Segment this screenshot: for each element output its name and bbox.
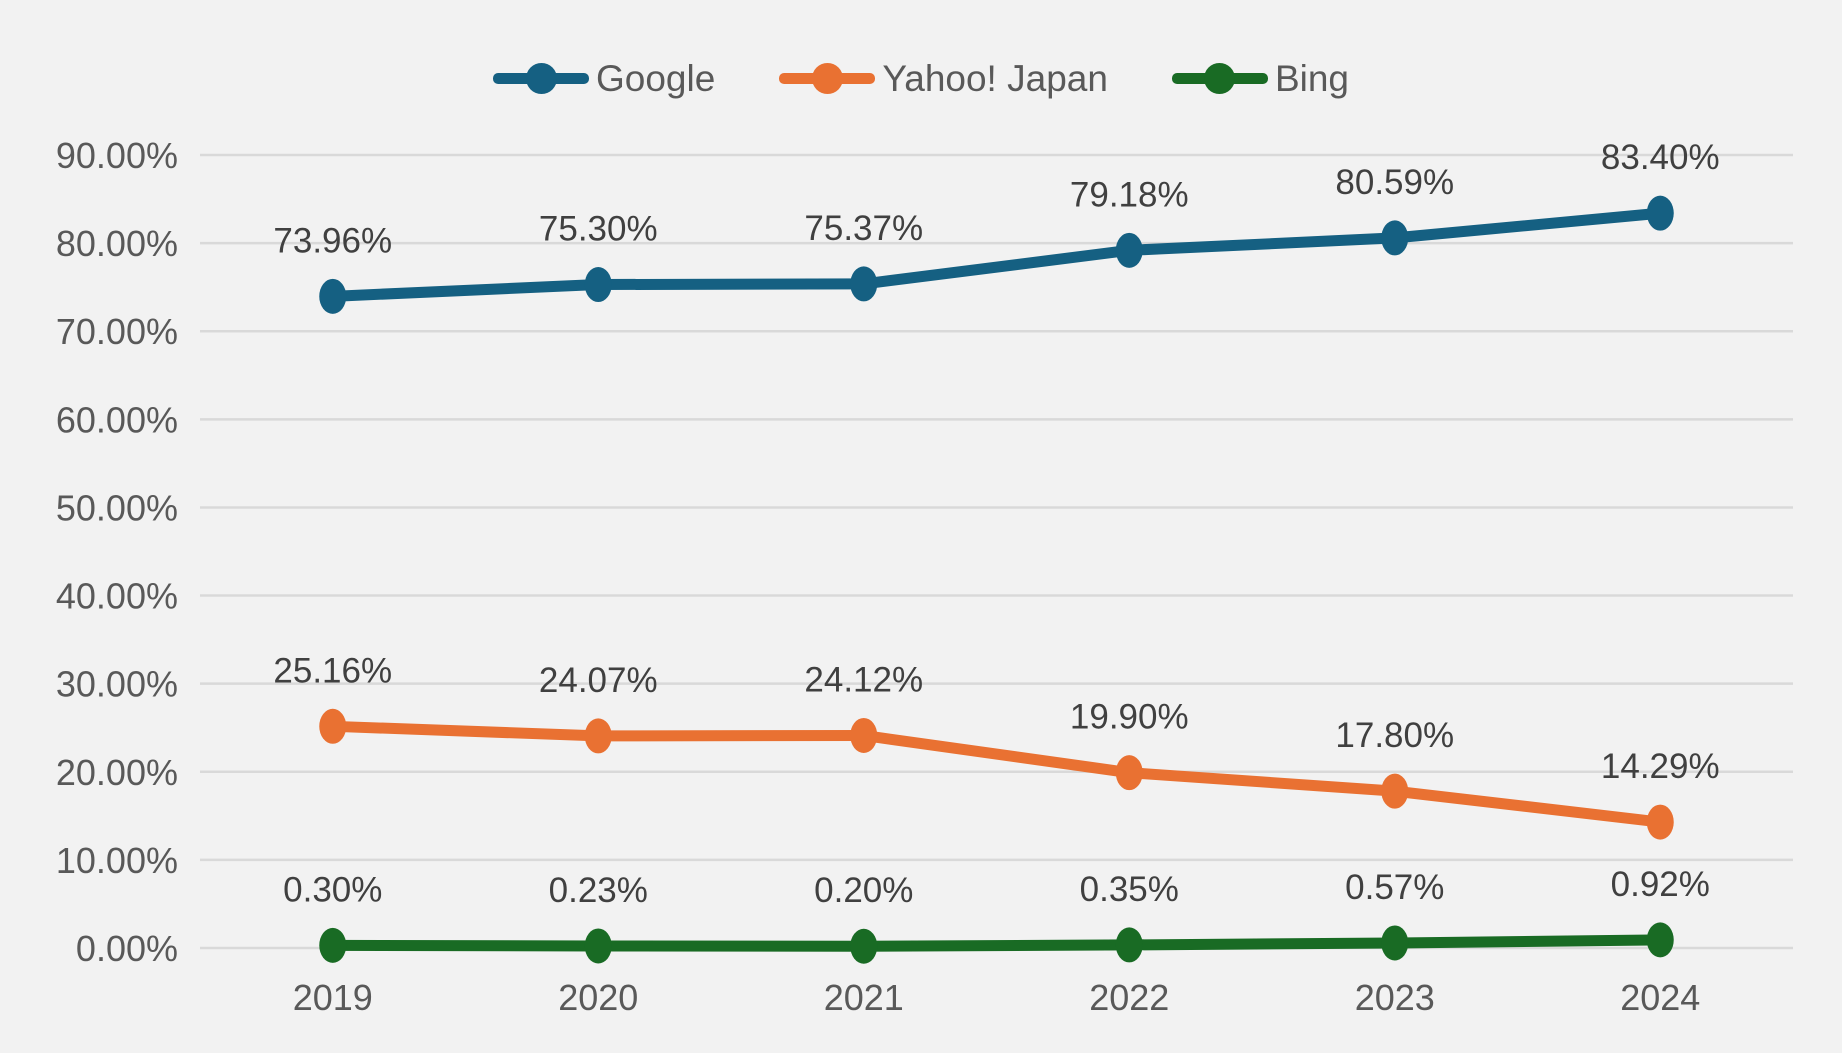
data-label-bing: 0.92% <box>1611 865 1710 904</box>
legend-item-google: Google <box>493 60 715 97</box>
data-point-marker-google <box>1646 195 1674 231</box>
data-point-marker-bing <box>584 928 612 964</box>
data-label-yahoo-japan: 19.90% <box>1070 698 1189 737</box>
x-axis-tick-label: 2020 <box>558 977 638 1018</box>
data-point-marker-yahoo-japan <box>1115 755 1143 791</box>
series-line-google <box>327 207 1666 302</box>
data-label-google: 80.59% <box>1335 163 1454 202</box>
legend-item-bing: Bing <box>1171 57 1349 99</box>
series-line-yahoo-japan <box>327 720 1666 828</box>
data-point-marker-google <box>319 278 347 314</box>
y-axis-tick-label: 50.00% <box>56 487 178 528</box>
data-point-marker-google <box>584 267 612 303</box>
data-point-marker-yahoo-japan <box>584 718 612 754</box>
data-point-marker-yahoo-japan <box>319 708 347 744</box>
x-axis-tick-label: 2019 <box>293 977 373 1018</box>
data-label-google: 75.30% <box>539 210 658 249</box>
data-point-marker-google <box>1381 220 1409 256</box>
chart-legend: Google Yahoo! Japan Bing <box>0 54 1842 102</box>
data-point-marker-bing <box>1115 927 1143 963</box>
data-label-google: 79.18% <box>1070 175 1189 214</box>
data-point-marker-bing <box>1381 925 1409 961</box>
y-axis-tick-label: 60.00% <box>56 399 178 440</box>
y-axis-tick-label: 10.00% <box>56 840 178 881</box>
data-point-marker-bing <box>850 928 878 964</box>
legend-label-yahoo-japan: Yahoo! Japan <box>882 57 1108 99</box>
data-point-marker-google <box>1115 232 1143 268</box>
x-axis-tick-label: 2023 <box>1355 977 1435 1018</box>
data-label-bing: 0.30% <box>283 870 382 909</box>
legend-label-bing: Bing <box>1274 57 1349 99</box>
y-axis-tick-label: 90.00% <box>56 135 178 176</box>
data-label-google: 83.40% <box>1601 138 1720 177</box>
y-axis-tick-label: 30.00% <box>56 664 178 705</box>
data-point-marker-yahoo-japan <box>850 717 878 753</box>
legend-label-google: Google <box>596 57 716 99</box>
bing-series-marker-icon <box>1171 62 1268 94</box>
data-label-yahoo-japan: 14.29% <box>1601 747 1720 786</box>
yahoo-japan-series-dot-icon <box>811 62 843 94</box>
data-label-google: 75.37% <box>804 209 923 248</box>
data-point-marker-bing <box>319 927 347 963</box>
x-axis-tick-label: 2022 <box>1089 977 1169 1018</box>
y-axis-tick-label: 0.00% <box>76 928 178 969</box>
yahoo-japan-series-marker-icon <box>779 62 876 94</box>
y-axis-tick-label: 20.00% <box>56 752 178 793</box>
google-series-dot-icon <box>525 62 557 94</box>
bing-series-dot-icon <box>1204 62 1236 94</box>
google-series-marker-icon <box>493 62 589 94</box>
data-point-marker-yahoo-japan <box>1381 773 1409 809</box>
data-point-marker-bing <box>1646 922 1674 958</box>
data-label-bing: 0.23% <box>549 871 648 910</box>
series-line-bing <box>327 934 1666 952</box>
data-label-yahoo-japan: 24.12% <box>804 660 923 699</box>
data-label-bing: 0.57% <box>1345 868 1444 907</box>
data-label-bing: 0.20% <box>814 871 913 910</box>
data-label-yahoo-japan: 24.07% <box>539 661 658 700</box>
x-axis-tick-label: 2024 <box>1620 977 1700 1018</box>
data-label-google: 73.96% <box>273 221 392 260</box>
y-axis-tick-label: 40.00% <box>56 576 178 617</box>
y-axis-tick-label: 80.00% <box>56 223 178 264</box>
data-point-marker-google <box>850 266 878 302</box>
data-label-bing: 0.35% <box>1080 870 1179 909</box>
y-axis-tick-label: 70.00% <box>56 311 178 352</box>
data-point-marker-yahoo-japan <box>1646 804 1674 840</box>
data-label-yahoo-japan: 17.80% <box>1335 716 1454 755</box>
x-axis-tick-label: 2021 <box>824 977 904 1018</box>
legend-item-yahoo-japan: Yahoo! Japan <box>779 60 1108 97</box>
data-label-yahoo-japan: 25.16% <box>273 651 392 690</box>
